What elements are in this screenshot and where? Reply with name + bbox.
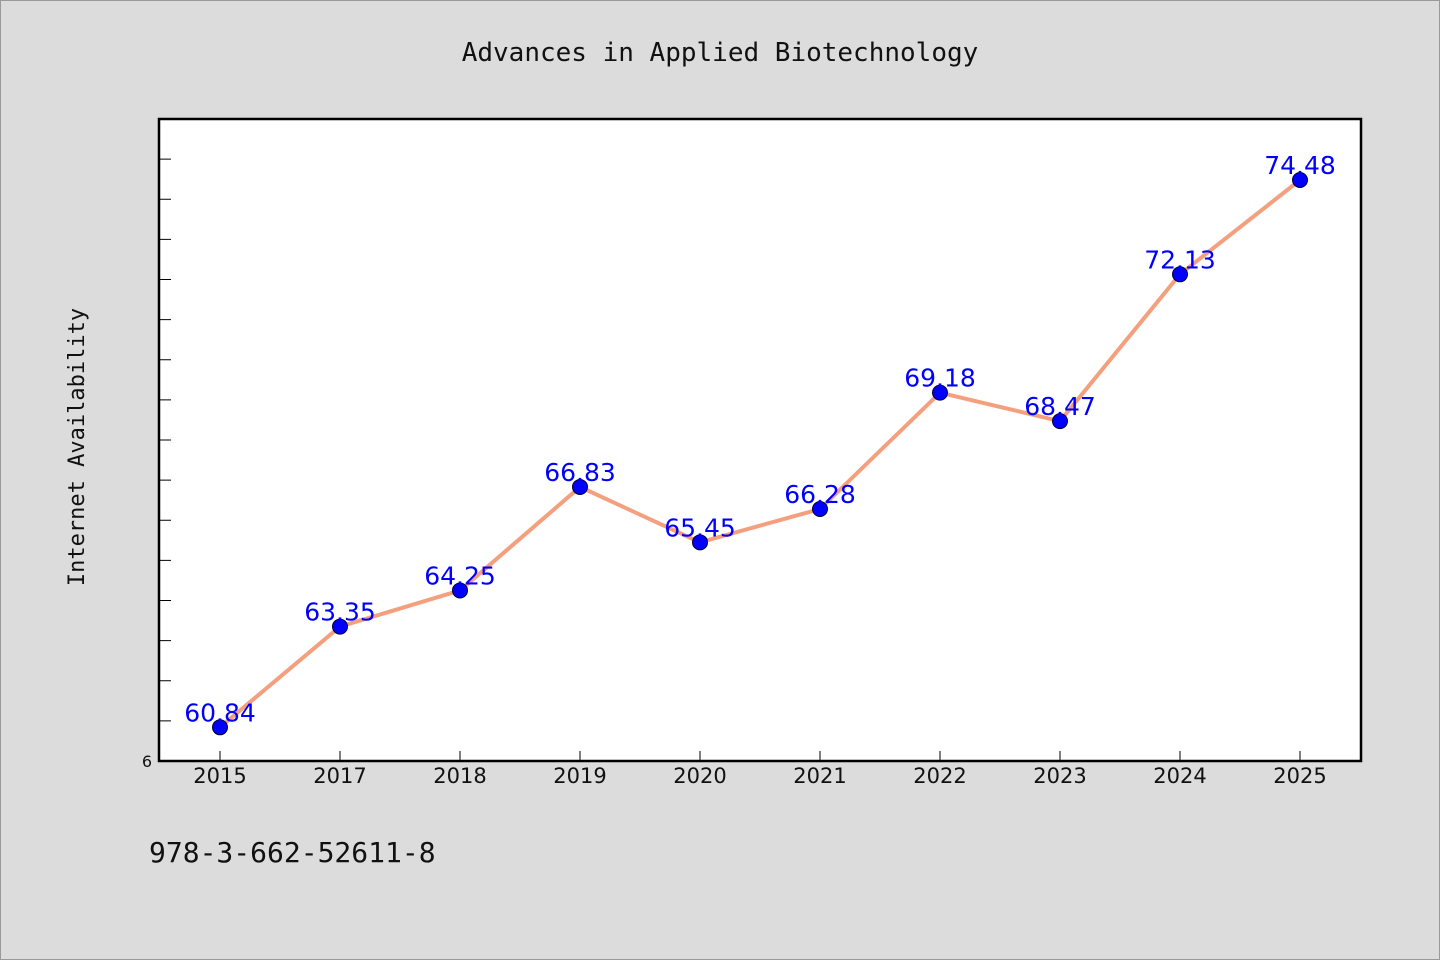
data-label: 74.48 [1264,151,1336,180]
series-line [218,177,1302,730]
data-point [812,501,828,518]
x-tick-label: 2018 [433,764,486,788]
data-point [1292,171,1308,188]
x-tick-label: 2021 [793,764,846,788]
data-point [692,534,708,551]
y-tick-label: 6 [142,752,152,771]
x-axis-ticks [219,751,1301,761]
data-point [1052,413,1068,430]
series-markers [212,171,1308,736]
data-point [932,384,948,401]
plot-area [157,117,1363,763]
data-label: 66.28 [784,480,856,509]
x-axis-tick-labels: 2015 2017 2018 2019 2020 2021 2022 2023 2024 2025 [193,764,1326,788]
x-tick-label: 2025 [1273,764,1326,788]
data-label: 69.18 [904,364,976,393]
data-point [212,719,228,736]
data-label: 64.25 [424,561,496,590]
data-label: 72.13 [1144,245,1216,274]
data-label: 65.45 [664,513,736,542]
data-label: 60.84 [184,698,256,727]
x-tick-label: 2020 [673,764,726,788]
data-point [572,478,588,495]
data-label: 68.47 [1024,392,1096,421]
y-axis-ticks [159,158,171,722]
data-point [1172,266,1188,283]
isbn-text: 978-3-662-52611-8 [149,836,436,869]
data-point [332,618,348,635]
data-point [452,582,468,599]
x-tick-label: 2023 [1033,764,1086,788]
x-tick-label: 2019 [553,764,606,788]
chart-title: Advances in Applied Biotechnology [462,38,979,68]
x-tick-label: 2024 [1153,764,1206,788]
x-tick-label: 2017 [313,764,366,788]
x-tick-label: 2015 [193,764,246,788]
data-label: 66.83 [544,458,616,487]
data-labels: 60.84 63.35 64.25 66.83 65.45 66.28 69.18 68.47… [184,151,1336,727]
x-tick-label: 2022 [913,764,966,788]
y-axis-label: Internet Availability [65,308,90,586]
data-label: 63.35 [304,598,376,627]
